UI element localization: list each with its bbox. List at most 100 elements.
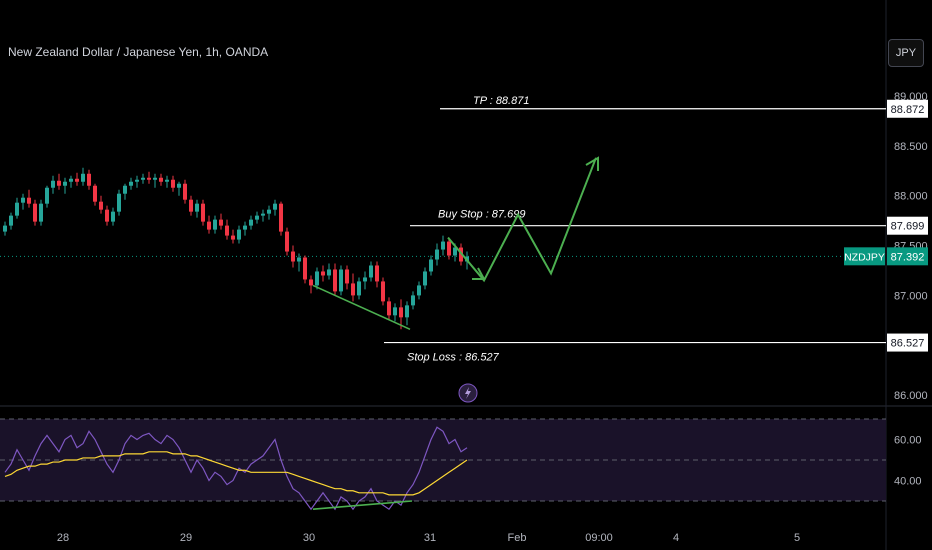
candle-body — [297, 257, 301, 262]
rsi-tick-label: 40.00 — [894, 476, 922, 488]
candle-body — [51, 180, 55, 188]
candle — [351, 273, 355, 302]
currency-button[interactable]: JPY — [888, 39, 924, 67]
candle-body — [291, 251, 295, 262]
candle — [183, 179, 187, 204]
candle — [387, 297, 391, 320]
candle-body — [63, 181, 67, 186]
candle — [393, 303, 397, 322]
projection-annotations — [312, 156, 599, 331]
candle — [279, 201, 283, 236]
candle — [45, 185, 49, 208]
candle-body — [321, 271, 325, 276]
candle-body — [87, 173, 91, 186]
candle-body — [129, 181, 133, 186]
candle-body — [351, 283, 355, 296]
candle-body — [363, 277, 367, 282]
candle — [207, 215, 211, 234]
candle-body — [345, 269, 349, 284]
candle — [405, 301, 409, 326]
candle — [111, 207, 115, 226]
candle — [165, 175, 169, 188]
time-tick-label: Feb — [508, 532, 527, 544]
rsi-ma-line — [4, 451, 468, 496]
candle-body — [405, 305, 409, 318]
candle — [21, 193, 25, 210]
symbol-badge-label: NZDJPY — [844, 251, 885, 263]
candle-body — [231, 235, 235, 240]
candle-body — [225, 225, 229, 236]
candle — [9, 212, 13, 230]
projection-arrowhead-small — [472, 267, 486, 280]
candle — [399, 299, 403, 330]
candle-body — [69, 178, 73, 182]
candle — [93, 183, 97, 206]
candle — [81, 167, 85, 186]
candle-body — [57, 180, 61, 186]
misc — [458, 383, 478, 403]
price-tick-label: 88.500 — [894, 141, 928, 153]
candle-body — [159, 177, 163, 182]
level-axis-label: 86.527 — [891, 338, 925, 350]
candle-body — [81, 173, 85, 182]
candle — [411, 291, 415, 310]
candle-body — [393, 307, 397, 316]
candle — [123, 183, 127, 200]
level-label: TP : 88.871 — [473, 95, 529, 107]
last-price-badge — [887, 247, 928, 266]
candle — [297, 253, 301, 272]
price-tick-label: 87.000 — [894, 290, 928, 302]
candle-body — [75, 178, 79, 182]
candle-body — [243, 225, 247, 230]
projection-path — [447, 157, 597, 283]
candle-body — [273, 203, 277, 210]
candle — [357, 277, 361, 300]
price-tick-label: 88.000 — [894, 191, 928, 203]
level-axis-label: 87.699 — [891, 221, 925, 233]
candle — [15, 197, 19, 219]
rsi-divergence-line — [312, 500, 413, 510]
candle-body — [45, 187, 49, 204]
time-axis[interactable]: 28 29 30 31 Feb 09:00 4 5 — [57, 532, 800, 544]
candle-body — [153, 177, 157, 180]
candle-body — [3, 225, 7, 232]
candle-body — [399, 307, 403, 318]
candle — [189, 195, 193, 216]
price-divergence-line — [312, 284, 411, 331]
symbol-badge — [844, 247, 885, 266]
rsi-tick-label: 60.00 — [894, 435, 922, 447]
candle-body — [327, 269, 331, 276]
candle — [231, 229, 235, 244]
candle-body — [99, 201, 103, 210]
rsi-line — [4, 426, 468, 511]
candle — [147, 171, 151, 184]
candle — [441, 235, 445, 256]
candle-body — [219, 219, 223, 226]
candle — [315, 267, 319, 290]
candle — [63, 177, 67, 194]
candle-body — [33, 203, 37, 222]
time-tick-label: 29 — [180, 532, 192, 544]
candle — [267, 205, 271, 220]
level-axis-badge — [887, 216, 928, 235]
time-tick-label: 30 — [303, 532, 315, 544]
candle — [201, 199, 205, 226]
level-label: Buy Stop : 87.699 — [438, 209, 525, 221]
candle-body — [309, 279, 313, 286]
candle-body — [207, 221, 211, 230]
candle-body — [435, 249, 439, 260]
candle — [333, 263, 337, 296]
time-tick-label: 5 — [794, 532, 800, 544]
candle — [285, 227, 289, 256]
candle — [87, 169, 91, 190]
price-axis[interactable]: 89.00088.50088.00087.50087.00086.00088.8… — [844, 91, 928, 402]
candle-body — [381, 281, 385, 302]
candle-body — [357, 281, 361, 296]
candle — [69, 175, 73, 188]
candle-body — [441, 241, 445, 250]
price-tick-label: 86.000 — [894, 390, 928, 402]
candle — [303, 255, 307, 284]
time-tick-label: 4 — [673, 532, 679, 544]
candle-body — [261, 213, 265, 216]
